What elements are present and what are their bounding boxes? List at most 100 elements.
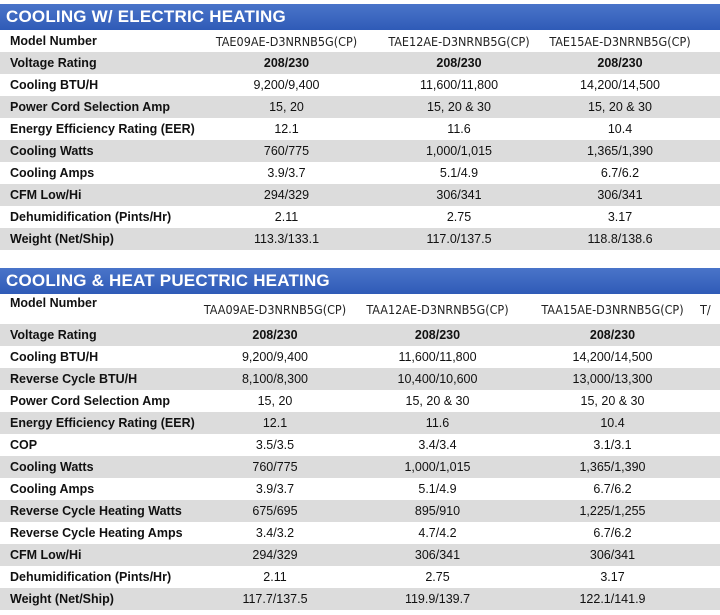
value-cell: 3.5/3.5 xyxy=(255,438,295,452)
value-cell: 1,365/1,390 xyxy=(586,144,654,158)
value-cell: 294/329 xyxy=(252,548,298,562)
value-cell: 208/230 xyxy=(414,328,461,342)
row-label: Cooling BTU/H xyxy=(10,350,99,364)
row-label: Energy Efficiency Rating (EER) xyxy=(10,416,195,430)
value-cell: 2.75 xyxy=(446,210,472,224)
value-cell: 15, 20 xyxy=(269,100,304,114)
value-cell: 11.6 xyxy=(425,416,450,430)
value-cell: 1,000/1,015 xyxy=(404,460,471,474)
value-cell: 117.7/137.5 xyxy=(242,592,308,606)
value-cell: 675/695 xyxy=(252,504,298,518)
value-cell: 208/230 xyxy=(597,56,643,70)
value-cell: 6.7/6.2 xyxy=(600,166,640,180)
value-cell: 11,600/11,800 xyxy=(398,350,477,364)
model-cell: TAA12AE-D3NRNB5G(CP) xyxy=(366,301,509,317)
value-cell: 15, 20 & 30 xyxy=(405,394,470,408)
value-cell: 2.75 xyxy=(425,570,450,584)
value-cell: 1,365/1,390 xyxy=(579,460,646,474)
table-row: Power Cord Selection Amp 15, 20 15, 20 &… xyxy=(0,390,720,412)
value-cell: 11,600/11,800 xyxy=(419,78,499,92)
table-row: Dehumidification (Pints/Hr) 2.11 2.75 3.… xyxy=(0,206,720,228)
table-row: Power Cord Selection Amp 15, 20 15, 20 &… xyxy=(0,96,720,118)
row-label: Cooling Watts xyxy=(10,144,94,158)
row-label: CFM Low/Hi xyxy=(10,188,82,202)
model-cell: TAE12AE-D3NRNB5G(CP) xyxy=(388,33,530,49)
value-cell: 15, 20 & 30 xyxy=(427,100,491,114)
row-label: Reverse Cycle Heating Watts xyxy=(10,504,182,518)
model-number-row: Model Number TAE09AE-D3NRNB5G(CP) TAE12A… xyxy=(0,30,720,52)
table-row: Weight (Net/Ship) 117.7/137.5 119.9/139.… xyxy=(0,588,720,610)
value-cell: 14,200/14,500 xyxy=(580,78,660,92)
row-label: Power Cord Selection Amp xyxy=(10,394,170,408)
table-row: Weight (Net/Ship) 113.3/133.1 117.0/137.… xyxy=(0,228,720,250)
value-cell: 895/910 xyxy=(414,504,461,518)
value-cell: 294/329 xyxy=(263,188,310,202)
row-label: Voltage Rating xyxy=(10,328,97,342)
model-cell: TAE09AE-D3NRNB5G(CP) xyxy=(215,33,358,49)
value-cell: 122.1/141.9 xyxy=(579,592,646,606)
value-cell: 3.9/3.7 xyxy=(255,482,295,496)
value-cell: 5.1/4.9 xyxy=(418,482,457,496)
table-row: Reverse Cycle Heating Amps 3.4/3.2 4.7/4… xyxy=(0,522,720,544)
value-cell: 113.3/133.1 xyxy=(253,232,320,246)
value-cell: 15, 20 & 30 xyxy=(580,394,645,408)
value-cell: 6.7/6.2 xyxy=(593,482,632,496)
table-row: Dehumidification (Pints/Hr) 2.11 2.75 3.… xyxy=(0,566,720,588)
table-row: Reverse Cycle BTU/H 8,100/8,300 10,400/1… xyxy=(0,368,720,390)
row-label: Dehumidification (Pints/Hr) xyxy=(10,210,172,224)
value-cell: 2.11 xyxy=(263,570,287,584)
spec-table: Model Number TAA09AE-D3NRNB5G(CP) TAA12A… xyxy=(0,294,720,610)
value-cell: 306/341 xyxy=(589,548,636,562)
value-cell: 208/230 xyxy=(589,328,636,342)
value-cell: 306/341 xyxy=(597,188,643,202)
heat-pump-section: COOLING & HEAT PUECTRIC HEATING Model Nu… xyxy=(0,268,720,610)
row-label: COP xyxy=(10,438,38,452)
model-number-row: Model Number TAA09AE-D3NRNB5G(CP) TAA12A… xyxy=(0,294,720,324)
spec-table: Model Number TAE09AE-D3NRNB5G(CP) TAE12A… xyxy=(0,30,720,250)
value-cell: 10.4 xyxy=(600,416,625,430)
row-label: Dehumidification (Pints/Hr) xyxy=(10,570,172,584)
row-label: Model Number xyxy=(10,296,97,310)
value-cell: 208/230 xyxy=(263,56,310,70)
value-cell: 12.1 xyxy=(262,416,288,430)
row-label: Power Cord Selection Amp xyxy=(10,100,170,114)
value-cell: 1,000/1,015 xyxy=(425,144,493,158)
value-cell: 3.17 xyxy=(600,570,625,584)
value-cell: 14,200/14,500 xyxy=(572,350,653,364)
row-label: Cooling Watts xyxy=(10,460,94,474)
value-cell: 15, 20 & 30 xyxy=(588,100,652,114)
table-row: Cooling Watts 760/775 1,000/1,015 1,365/… xyxy=(0,140,720,162)
value-cell: 13,000/13,300 xyxy=(572,372,653,386)
row-label: CFM Low/Hi xyxy=(10,548,82,562)
value-cell: 117.0/137.5 xyxy=(426,232,492,246)
value-cell: 3.4/3.2 xyxy=(255,526,295,540)
value-cell: 3.1/3.1 xyxy=(593,438,632,452)
value-cell: 760/775 xyxy=(252,460,298,474)
value-cell: 118.8/138.6 xyxy=(587,232,653,246)
value-cell: 4.7/4.2 xyxy=(418,526,457,540)
row-label: Energy Efficiency Rating (EER) xyxy=(10,122,195,136)
table-row: Cooling Watts 760/775 1,000/1,015 1,365/… xyxy=(0,456,720,478)
table-row: CFM Low/Hi 294/329 306/341 306/341 xyxy=(0,184,720,206)
table-row: COP 3.5/3.5 3.4/3.4 3.1/3.1 xyxy=(0,434,720,456)
table-row: Voltage Rating 208/230 208/230 208/230 xyxy=(0,52,720,74)
table-row: Cooling Amps 3.9/3.7 5.1/4.9 6.7/6.2 xyxy=(0,162,720,184)
row-label: Cooling Amps xyxy=(10,482,95,496)
value-cell: 306/341 xyxy=(436,188,482,202)
row-label: Voltage Rating xyxy=(10,56,97,70)
model-cell: TAA15AE-D3NRNB5G(CP) xyxy=(541,301,684,317)
table-row: Cooling BTU/H 9,200/9,400 11,600/11,800 … xyxy=(0,346,720,368)
table-row: Energy Efficiency Rating (EER) 12.1 11.6… xyxy=(0,118,720,140)
value-cell: 9,200/9,400 xyxy=(253,78,320,92)
value-cell: 119.9/139.7 xyxy=(404,592,471,606)
table-row: Cooling BTU/H 9,200/9,400 11,600/11,800 … xyxy=(0,74,720,96)
value-cell: 208/230 xyxy=(252,328,298,342)
section-title: COOLING W/ ELECTRIC HEATING xyxy=(0,4,720,30)
table-row: CFM Low/Hi 294/329 306/341 306/341 xyxy=(0,544,720,566)
value-cell: 1,225/1,255 xyxy=(579,504,646,518)
value-cell: 760/775 xyxy=(263,144,310,158)
electric-heating-section: COOLING W/ ELECTRIC HEATING Model Number… xyxy=(0,4,720,250)
table-row: Reverse Cycle Heating Watts 675/695 895/… xyxy=(0,500,720,522)
row-label: Model Number xyxy=(10,34,97,48)
value-cell: 2.11 xyxy=(274,210,299,224)
